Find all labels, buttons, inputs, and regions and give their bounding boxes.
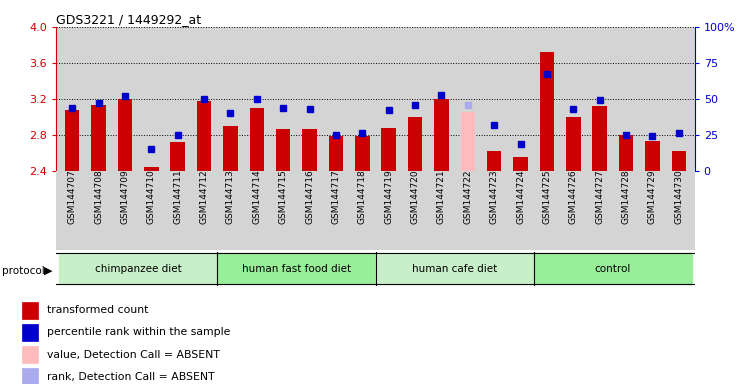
- Text: protocol: protocol: [2, 266, 44, 276]
- Text: human cafe diet: human cafe diet: [412, 264, 497, 274]
- Text: control: control: [595, 264, 631, 274]
- Bar: [593, 106, 607, 171]
- Text: human fast food diet: human fast food diet: [242, 264, 351, 274]
- Bar: [23, 346, 38, 363]
- Bar: [118, 99, 132, 171]
- Bar: [540, 52, 554, 171]
- Bar: [23, 368, 38, 384]
- Bar: [223, 126, 237, 171]
- Text: percentile rank within the sample: percentile rank within the sample: [47, 328, 231, 338]
- Bar: [355, 136, 369, 171]
- Bar: [514, 157, 528, 171]
- Text: ▶: ▶: [44, 266, 52, 276]
- Bar: [197, 101, 211, 171]
- Bar: [170, 142, 185, 171]
- Bar: [329, 136, 343, 171]
- Text: value, Detection Call = ABSENT: value, Detection Call = ABSENT: [47, 349, 220, 359]
- Bar: [249, 108, 264, 171]
- Bar: [460, 113, 475, 171]
- Text: rank, Detection Call = ABSENT: rank, Detection Call = ABSENT: [47, 372, 215, 382]
- Bar: [65, 110, 80, 171]
- Bar: [645, 141, 659, 171]
- Bar: [276, 129, 291, 171]
- Bar: [303, 129, 317, 171]
- Bar: [671, 151, 686, 171]
- Bar: [487, 151, 502, 171]
- Bar: [434, 99, 448, 171]
- Bar: [92, 105, 106, 171]
- Text: chimpanzee diet: chimpanzee diet: [95, 264, 182, 274]
- Bar: [382, 128, 396, 171]
- Text: transformed count: transformed count: [47, 305, 149, 315]
- Bar: [23, 324, 38, 341]
- Bar: [23, 302, 38, 319]
- Bar: [619, 135, 633, 171]
- Bar: [144, 167, 158, 171]
- Bar: [408, 117, 422, 171]
- Text: GDS3221 / 1449292_at: GDS3221 / 1449292_at: [56, 13, 201, 26]
- Bar: [566, 117, 581, 171]
